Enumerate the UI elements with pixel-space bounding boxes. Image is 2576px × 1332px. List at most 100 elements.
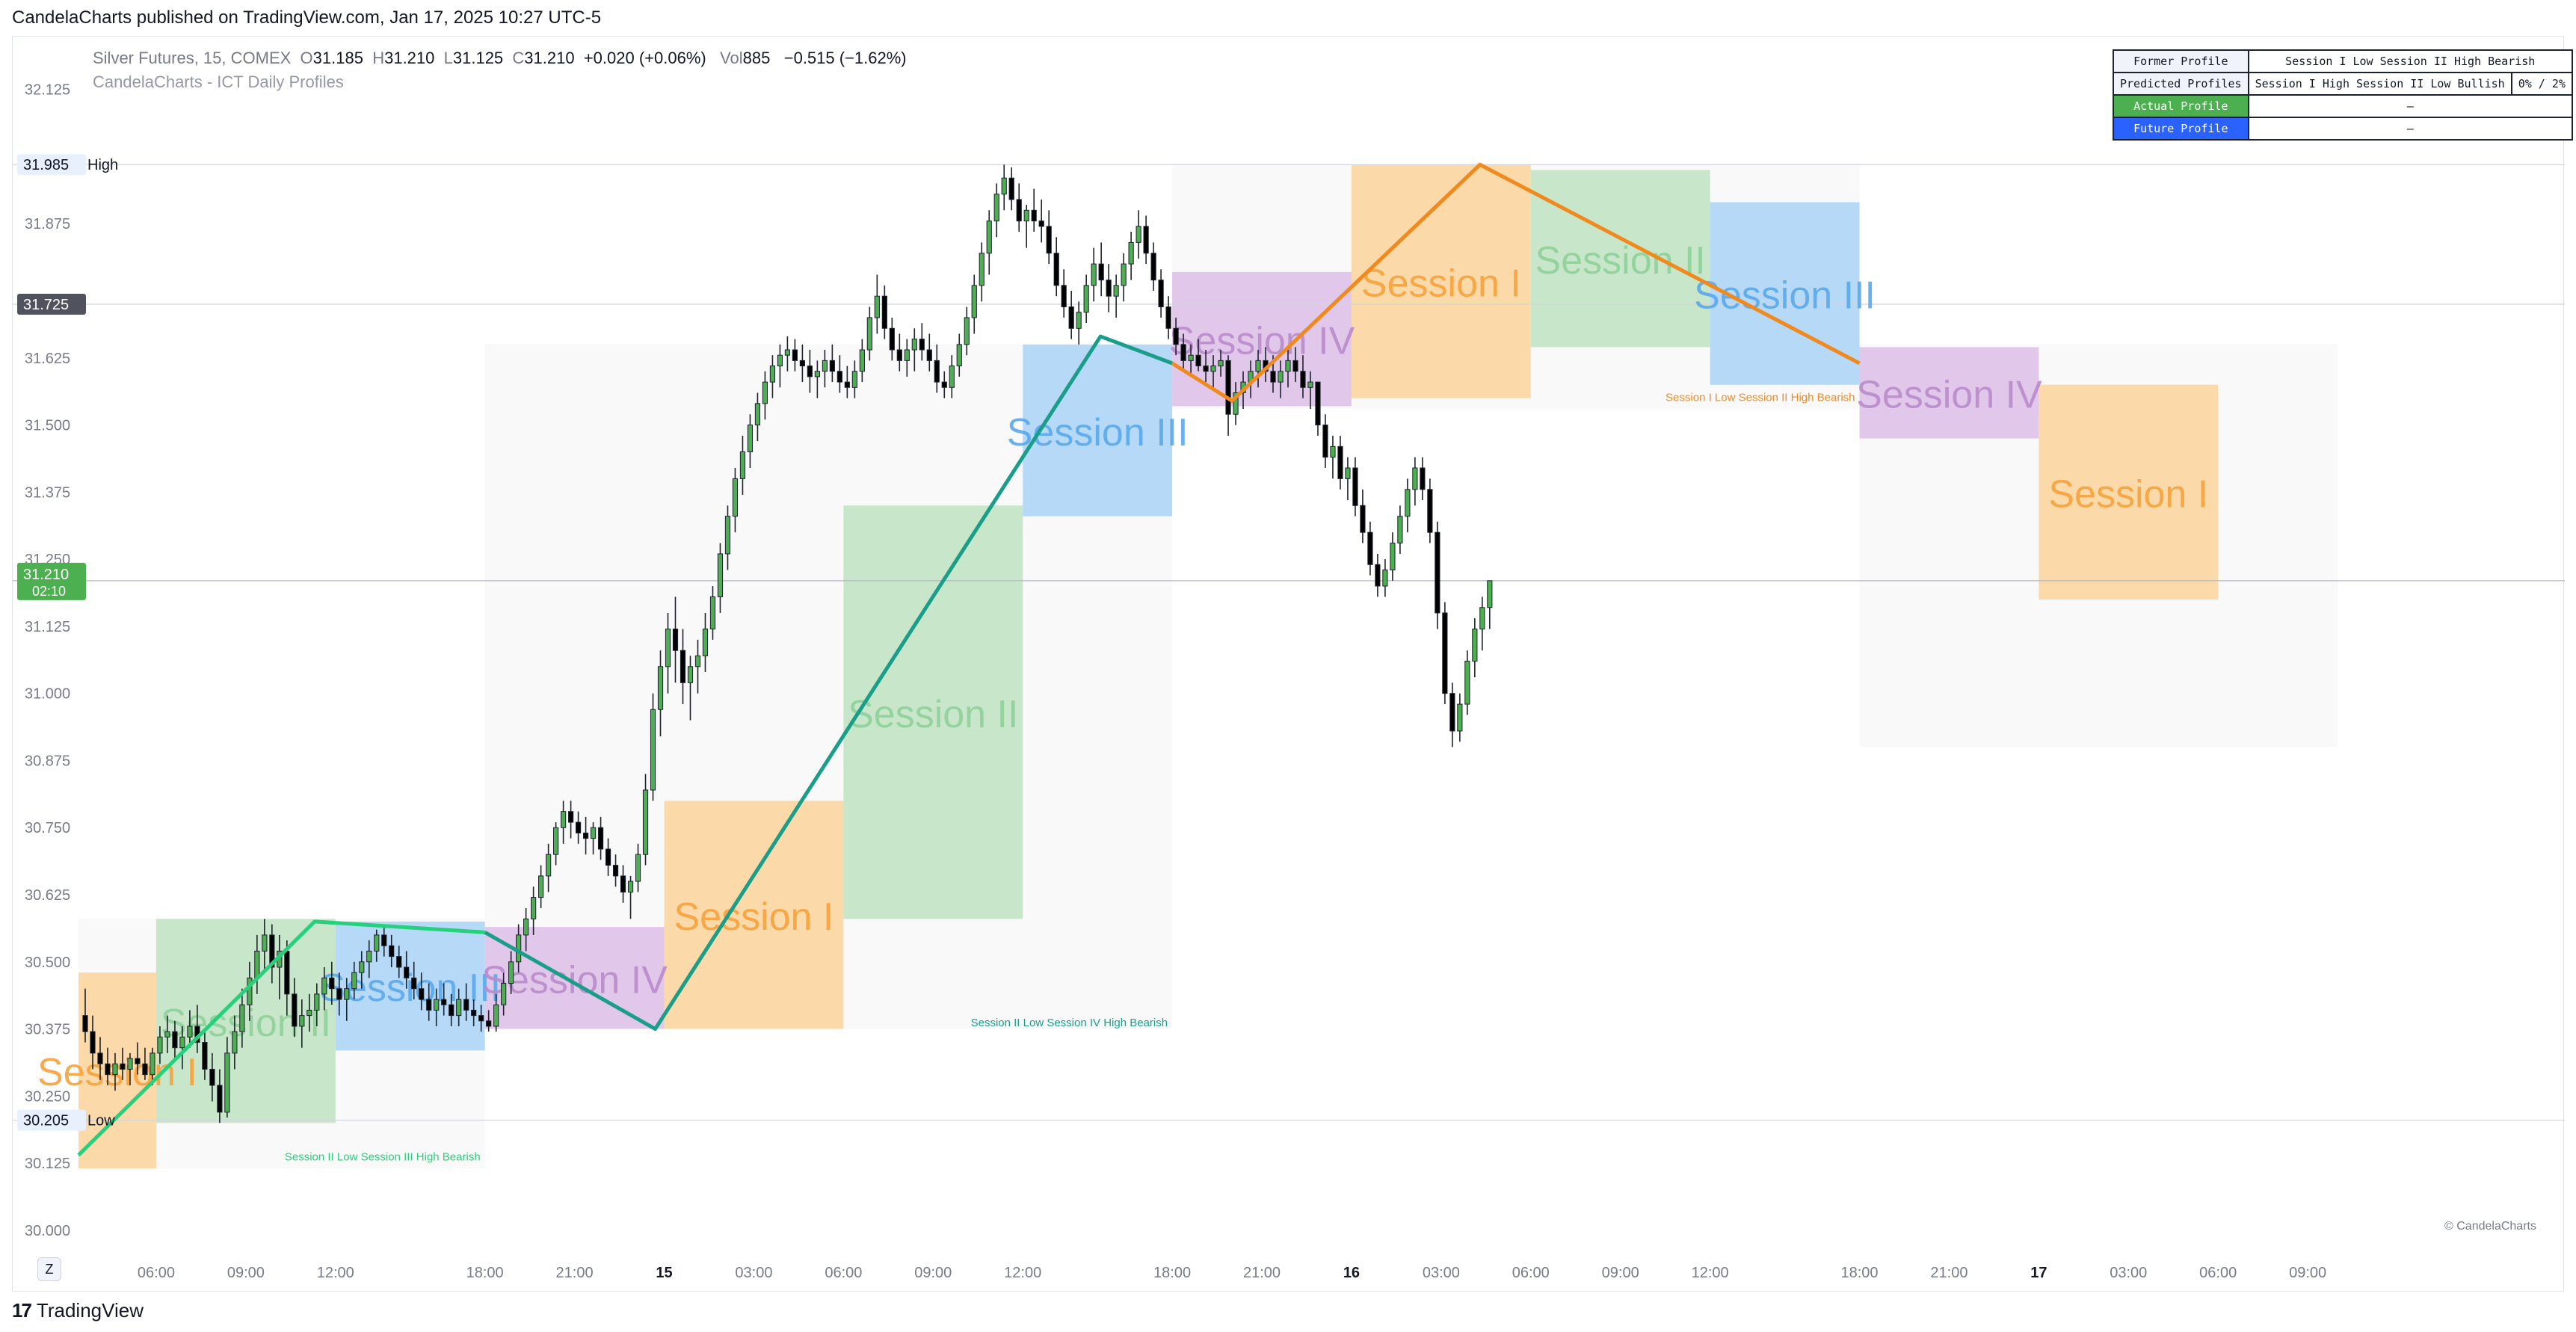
candle-body xyxy=(1345,467,1351,479)
low-marker-value: 30.205 xyxy=(23,1113,69,1129)
candle-body xyxy=(411,977,417,990)
candle-body xyxy=(426,999,432,1011)
candle-body xyxy=(366,950,372,963)
candle-body xyxy=(1225,360,1231,415)
y-tick-label: 32.125 xyxy=(25,82,70,99)
candle-body xyxy=(314,993,320,1011)
candle-body xyxy=(851,371,857,388)
high-value: 31.210 xyxy=(384,49,435,67)
candle-body xyxy=(1270,371,1276,383)
timezone-button[interactable]: Z xyxy=(37,1257,61,1281)
candle-body xyxy=(224,1052,230,1113)
session-box xyxy=(1859,347,2039,439)
candle-body xyxy=(82,1015,88,1032)
candle-body xyxy=(1068,306,1074,329)
high-marker-text: High xyxy=(87,157,118,173)
former-profile-label: Former Profile xyxy=(2113,49,2249,73)
session-label: Session I xyxy=(1361,262,1521,305)
profile-line xyxy=(1171,162,1861,403)
profile-line xyxy=(484,334,1173,1032)
session-box xyxy=(335,921,485,1051)
volume-label: Vol xyxy=(720,49,743,67)
candle-body xyxy=(792,349,798,361)
x-tick-label: 09:00 xyxy=(1602,1265,1639,1281)
low-value: 31.125 xyxy=(452,49,504,67)
x-tick-label: 12:00 xyxy=(317,1265,354,1281)
candle-body xyxy=(419,988,425,1000)
change-value: +0.020 (+0.06%) xyxy=(583,49,706,67)
candle-body xyxy=(1397,516,1403,544)
candle-body xyxy=(694,655,701,667)
candle-body xyxy=(650,709,656,791)
candle-body xyxy=(329,977,335,990)
candle-body xyxy=(1442,612,1448,694)
candle-body xyxy=(187,1026,193,1037)
candle-body xyxy=(859,349,865,372)
indicator-name[interactable]: CandelaCharts - ICT Daily Profiles xyxy=(93,73,344,91)
x-tick-label: 15 xyxy=(656,1265,672,1281)
session-box xyxy=(155,919,336,1123)
candle-body xyxy=(784,349,791,356)
candle-body xyxy=(1390,543,1396,570)
candle-body xyxy=(142,1063,148,1076)
candle-body xyxy=(1360,505,1366,533)
y-tick-label: 31.125 xyxy=(25,619,70,635)
y-tick-label: 30.125 xyxy=(25,1156,70,1172)
candle-body xyxy=(709,596,716,629)
candle-body xyxy=(971,285,977,318)
candle-body xyxy=(1083,285,1089,313)
candle-body xyxy=(374,934,380,952)
candle-body xyxy=(739,451,746,479)
candle-body xyxy=(150,1052,155,1076)
candle-body xyxy=(1218,360,1224,367)
y-tick-label: 30.250 xyxy=(25,1088,70,1105)
candle-body xyxy=(1165,306,1171,329)
candle-body xyxy=(665,628,671,667)
predicted-profile-pct: 0% / 2% xyxy=(2510,72,2573,96)
candle-body xyxy=(1143,226,1149,254)
candle-body xyxy=(1158,280,1164,308)
high-marker-value: 31.985 xyxy=(23,157,69,173)
candle-body xyxy=(1106,280,1112,297)
candle-body xyxy=(1427,489,1433,533)
copyright-label: © CandelaCharts xyxy=(2444,1220,2536,1233)
candle-body xyxy=(434,999,440,1011)
publisher-header: CandelaCharts published on TradingView.c… xyxy=(12,7,602,28)
candle-body xyxy=(582,832,589,839)
candle-body xyxy=(1016,199,1022,222)
candle-body xyxy=(1315,381,1321,426)
candle-body xyxy=(232,1031,238,1054)
candle-body xyxy=(1352,467,1358,506)
candle-body xyxy=(747,425,754,452)
candle-body xyxy=(1121,263,1127,286)
x-tick-label: 12:00 xyxy=(1692,1265,1729,1281)
candle-body xyxy=(807,366,813,377)
x-tick-label: 06:00 xyxy=(2199,1265,2237,1281)
candle-body xyxy=(292,993,298,1027)
candle-body xyxy=(590,827,597,839)
symbol-label[interactable]: Silver Futures, 15, COMEX xyxy=(93,49,292,67)
candle-body xyxy=(1375,564,1381,587)
predicted-profile-label: Predicted Profiles xyxy=(2113,72,2249,96)
candle-body xyxy=(1487,580,1493,608)
candle-body xyxy=(1464,661,1470,705)
actual-profile-row: Actual Profile – xyxy=(2113,94,2573,118)
y-tick-label: 31.500 xyxy=(25,418,70,434)
candle-body xyxy=(1472,628,1478,662)
candle-body xyxy=(956,344,962,367)
former-profile-row: Former Profile Session I Low Session II … xyxy=(2113,49,2573,73)
candle-body xyxy=(605,848,611,866)
y-tick-label: 30.750 xyxy=(25,820,70,836)
candle-body xyxy=(359,961,365,973)
candle-body xyxy=(1203,366,1209,372)
candle-body xyxy=(254,950,260,978)
candle-body xyxy=(105,1063,111,1076)
low-label: L xyxy=(443,49,453,67)
candle-body xyxy=(1061,285,1067,308)
candle-body xyxy=(635,854,641,882)
candle-body xyxy=(269,934,275,968)
candle-body xyxy=(1285,360,1291,372)
candle-body xyxy=(1180,344,1186,361)
